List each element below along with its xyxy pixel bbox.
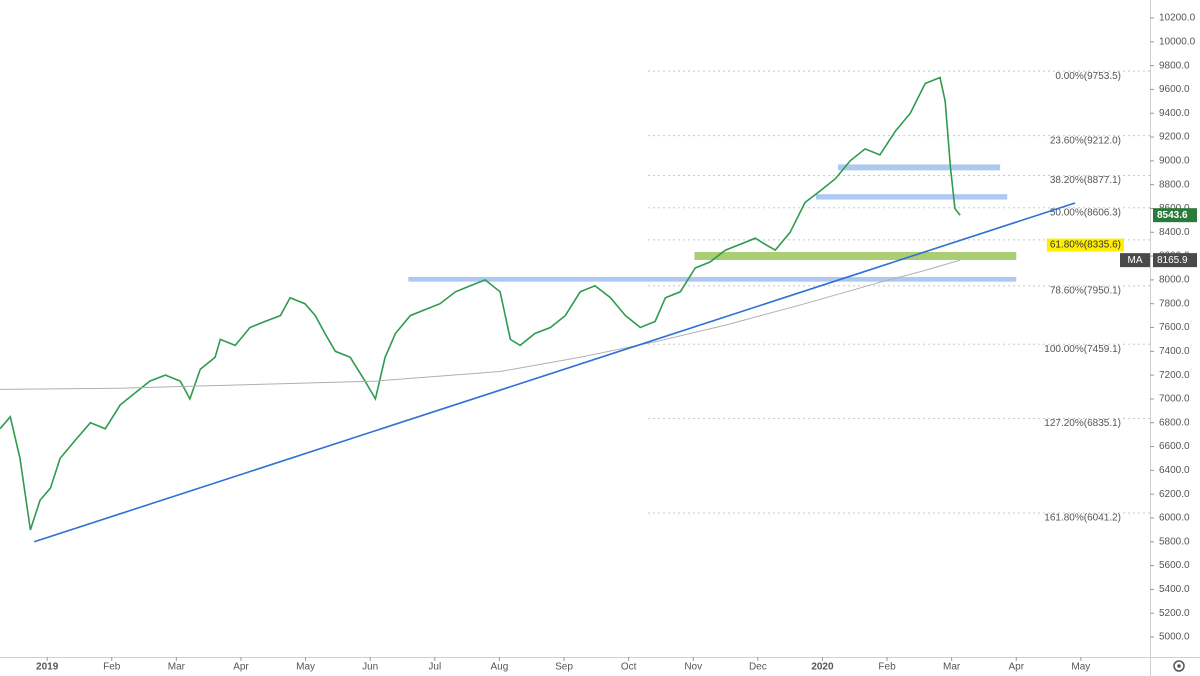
y-tick-label: 7800.0 <box>1159 298 1190 309</box>
x-tick-label: 2020 <box>811 662 834 673</box>
fib-label: 0.00%(9753.5) <box>1055 71 1121 82</box>
x-tick-label: Mar <box>943 662 961 673</box>
y-tick-label: 5000.0 <box>1159 632 1190 643</box>
y-tick-label: 7400.0 <box>1159 346 1190 357</box>
y-tick-label: 6400.0 <box>1159 465 1190 476</box>
x-tick-label: Apr <box>233 662 249 673</box>
y-tick-label: 10000.0 <box>1159 36 1196 47</box>
ma-price-label: 8165.9 <box>1157 255 1188 266</box>
x-tick-label: Oct <box>621 662 637 673</box>
last-price-tag <box>1153 208 1197 223</box>
gear[interactable] <box>1173 660 1185 672</box>
x-tick-label: Sep <box>555 662 573 673</box>
last-price-label: 8543.6 <box>1157 210 1188 221</box>
ma-name: MA <box>1128 255 1143 266</box>
ma-price-tag <box>1153 253 1197 268</box>
fib-label: 23.60%(9212.0) <box>1050 135 1121 146</box>
settings-icon[interactable] <box>1173 660 1185 672</box>
y-tick-label: 7200.0 <box>1159 370 1190 381</box>
y-tick-label: 7000.0 <box>1159 394 1190 405</box>
zone <box>408 276 1017 282</box>
fib-label: 61.80%(8335.6) <box>1050 240 1121 251</box>
y-tick-label: 6000.0 <box>1159 513 1190 524</box>
fib-label: 50.00%(8606.3) <box>1050 207 1121 218</box>
y-tick-label: 8000.0 <box>1159 275 1190 286</box>
y-tick-label: 9000.0 <box>1159 155 1190 166</box>
y-tick-label: 6200.0 <box>1159 489 1190 500</box>
x-tick-label: Aug <box>491 662 509 673</box>
fib-label: 38.20%(8877.1) <box>1050 175 1121 186</box>
y-tick-label: 9600.0 <box>1159 84 1190 95</box>
y-tick-label: 6600.0 <box>1159 441 1190 452</box>
fib-label: 78.60%(7950.1) <box>1050 285 1121 296</box>
x-tick-label: May <box>1071 662 1090 673</box>
y-tick-label: 5200.0 <box>1159 608 1190 619</box>
zone <box>837 164 1001 171</box>
fib-highlight <box>1046 238 1124 252</box>
y-tick-label: 5400.0 <box>1159 584 1190 595</box>
y-tick-label: 9200.0 <box>1159 132 1190 143</box>
x-tick-label: Feb <box>878 662 896 673</box>
x-tick-label: Apr <box>1008 662 1024 673</box>
y-tick-label: 8400.0 <box>1159 227 1190 238</box>
gear-hub[interactable] <box>1177 664 1181 668</box>
x-tick-label: Dec <box>749 662 767 673</box>
zone <box>694 252 1017 261</box>
x-tick-label: Mar <box>168 662 186 673</box>
x-tick-label: Nov <box>684 662 702 673</box>
y-tick-label: 6800.0 <box>1159 417 1190 428</box>
price-line <box>0 76 961 531</box>
fib-label: 161.80%(6041.2) <box>1044 513 1121 524</box>
x-tick-label: 2019 <box>36 662 59 673</box>
fib-label: 100.00%(7459.1) <box>1044 344 1121 355</box>
zone <box>815 194 1008 200</box>
y-tick-label: 9400.0 <box>1159 108 1190 119</box>
y-tick-label: 5600.0 <box>1159 560 1190 571</box>
trendline <box>33 202 1076 543</box>
y-tick-label: 5800.0 <box>1159 536 1190 547</box>
ma-line <box>0 259 961 390</box>
x-tick-label: Jul <box>428 662 441 673</box>
fib-label: 127.20%(6835.1) <box>1044 418 1121 429</box>
x-tick-label: Feb <box>103 662 121 673</box>
ma-name-tag <box>1120 253 1150 268</box>
y-tick-label: 8800.0 <box>1159 179 1190 190</box>
x-tick-label: Jun <box>362 662 378 673</box>
y-tick-label: 9800.0 <box>1159 60 1190 71</box>
y-tick-label: 7600.0 <box>1159 322 1190 333</box>
x-tick-label: May <box>296 662 315 673</box>
y-tick-label: 10200.0 <box>1159 13 1196 24</box>
